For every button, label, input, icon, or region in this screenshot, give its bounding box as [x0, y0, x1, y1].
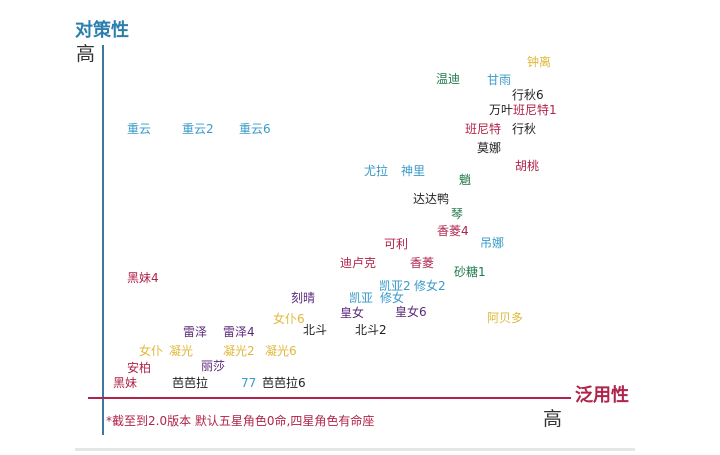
character-label: 胡桃: [515, 159, 540, 173]
footnote: *截至到2.0版本 默认五星角色0命,四星角色有命座: [106, 414, 375, 428]
y-axis-title: 对策性: [75, 20, 129, 41]
character-label: 刻晴: [291, 291, 316, 305]
character-label: 凯亚: [349, 291, 374, 305]
character-label: 雷泽4: [223, 325, 255, 339]
cropped-caption-line: [75, 448, 635, 451]
character-label: 达达鸭: [413, 192, 450, 206]
character-label: 砂糖1: [454, 265, 486, 279]
character-label: 行秋6: [512, 88, 544, 102]
character-label: 班尼特1: [513, 103, 557, 117]
x-axis-line: [88, 397, 571, 399]
character-label: 北斗2: [355, 323, 387, 337]
character-label: 温迪: [436, 72, 461, 86]
character-label: 女仆6: [273, 312, 305, 326]
character-label: 香菱: [410, 256, 435, 270]
character-label: 修女: [380, 291, 405, 305]
character-label: 修女2: [414, 279, 446, 293]
character-label: 凯亚2: [379, 279, 411, 293]
character-label: 77: [241, 376, 257, 390]
character-label: 皇女: [340, 306, 365, 320]
character-label: 甘雨: [487, 73, 512, 87]
character-label: 吊娜: [480, 236, 505, 250]
character-label: 重云2: [182, 122, 214, 136]
character-label: 钟离: [527, 55, 552, 69]
character-label: 黑妹: [113, 376, 138, 390]
x-axis-title: 泛用性: [575, 385, 629, 406]
character-label: 班尼特: [465, 122, 502, 136]
character-label: 安柏: [127, 361, 152, 375]
character-label: 莫娜: [477, 141, 502, 155]
character-label: 琴: [451, 207, 464, 221]
character-label: 神里: [401, 164, 426, 178]
y-axis-high-label: 高: [76, 43, 96, 65]
character-label: 凝光: [169, 344, 194, 358]
character-label: 丽莎: [201, 359, 226, 373]
character-label: 凝光2: [223, 344, 255, 358]
y-axis-line: [102, 45, 104, 435]
character-label: 万叶: [489, 103, 514, 117]
character-label: 可利: [384, 237, 409, 251]
character-label: 雷泽: [183, 325, 208, 339]
character-label: 香菱4: [437, 224, 469, 238]
character-label: 迪卢克: [340, 256, 377, 270]
character-label: 行秋: [512, 122, 537, 136]
x-axis-high-label: 高: [543, 408, 563, 430]
character-label: 尤拉: [364, 164, 389, 178]
character-label: 阿贝多: [487, 311, 524, 325]
character-label: 凝光6: [265, 344, 297, 358]
character-label: 重云6: [239, 122, 271, 136]
character-label: 魈: [459, 173, 472, 187]
character-label: 女仆: [139, 344, 164, 358]
character-label: 芭芭拉6: [262, 376, 306, 390]
character-label: 重云: [127, 122, 152, 136]
character-label: 皇女6: [395, 305, 427, 319]
character-label: 黑妹4: [127, 271, 159, 285]
character-label: 芭芭拉: [172, 376, 209, 390]
character-label: 北斗: [303, 323, 328, 337]
